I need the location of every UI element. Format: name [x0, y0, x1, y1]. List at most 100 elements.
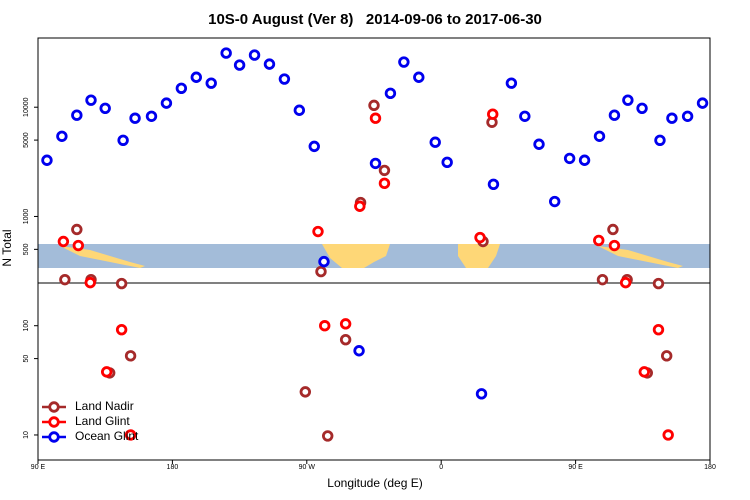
x-tick-label: 180: [167, 464, 179, 471]
x-axis-label: Longitude (deg E): [327, 476, 422, 490]
point: [652, 323, 665, 336]
legend-label: Land Nadir: [75, 399, 134, 413]
x-tick-label: 90 E: [568, 464, 583, 471]
point: [57, 235, 70, 248]
point: [563, 152, 576, 165]
point: [608, 109, 621, 121]
point: [71, 109, 83, 121]
legend-marker: [48, 401, 60, 413]
point: [413, 71, 425, 83]
point: [322, 430, 334, 442]
point: [636, 102, 648, 115]
x-tick-label: 90 W: [299, 464, 316, 471]
land: [458, 244, 500, 268]
point: [593, 130, 606, 142]
point: [398, 56, 410, 68]
point: [593, 234, 605, 247]
point: [487, 178, 500, 190]
point: [696, 97, 709, 109]
point: [117, 134, 129, 146]
legend-marker: [48, 431, 60, 443]
point: [115, 323, 128, 336]
point: [160, 97, 173, 109]
point: [56, 130, 68, 142]
point: [652, 277, 665, 290]
point: [308, 140, 320, 153]
chart-title: 10S-0 August (Ver 8) 2014-09-06 to 2017-…: [208, 11, 542, 28]
point: [654, 134, 666, 146]
point: [71, 223, 83, 236]
point: [596, 273, 609, 286]
point: [505, 77, 518, 89]
point: [475, 388, 488, 400]
point: [519, 110, 531, 122]
point: [533, 138, 545, 150]
y-tick-label: 5000: [23, 132, 30, 148]
land: [60, 246, 145, 268]
point: [124, 429, 137, 441]
point: [220, 47, 232, 59]
point: [339, 318, 352, 330]
point: [233, 59, 246, 71]
point: [278, 73, 291, 85]
point: [263, 58, 276, 70]
point: [315, 265, 327, 278]
point: [619, 276, 632, 289]
point: [369, 112, 382, 124]
point: [378, 164, 391, 177]
legend-label: Ocean Glint: [75, 429, 139, 443]
point: [100, 366, 113, 378]
point: [354, 200, 366, 212]
y-tick-label: 1000: [23, 209, 30, 225]
point: [681, 110, 694, 122]
point: [474, 231, 486, 244]
point: [638, 366, 650, 378]
point: [124, 350, 137, 362]
point: [578, 154, 591, 166]
legend-label: Land Glint: [75, 414, 130, 428]
point: [548, 195, 561, 208]
point: [378, 177, 391, 190]
point: [319, 320, 331, 332]
land: [598, 246, 683, 268]
point: [666, 112, 678, 124]
y-tick-label: 10000: [23, 97, 30, 117]
point: [293, 104, 306, 116]
y-tick-label: 50: [23, 355, 30, 363]
point: [429, 136, 441, 148]
point: [205, 77, 217, 89]
point: [441, 156, 453, 169]
point: [662, 429, 674, 441]
x-tick-label: 180: [704, 464, 716, 471]
point: [312, 225, 324, 238]
point: [145, 110, 158, 122]
point: [369, 157, 382, 170]
point: [190, 71, 202, 83]
point: [368, 99, 380, 112]
point: [384, 87, 397, 100]
point: [129, 112, 141, 124]
point: [84, 276, 96, 289]
y-tick-label: 500: [23, 243, 30, 255]
point: [353, 345, 365, 357]
point: [339, 333, 352, 346]
point: [85, 94, 97, 106]
y-tick-label: 10: [23, 431, 30, 439]
legend-marker: [48, 416, 60, 428]
point: [607, 223, 619, 236]
point: [299, 386, 312, 398]
map-band: [38, 244, 710, 268]
x-tick-label: 0: [439, 464, 443, 471]
point: [72, 239, 85, 252]
point: [318, 255, 330, 268]
point: [115, 277, 128, 290]
land: [322, 244, 390, 268]
point: [622, 94, 634, 106]
y-tick-label: 100: [23, 320, 30, 332]
point: [608, 239, 621, 252]
point: [660, 350, 673, 362]
point: [175, 82, 188, 94]
point: [41, 154, 53, 166]
point: [248, 49, 261, 61]
